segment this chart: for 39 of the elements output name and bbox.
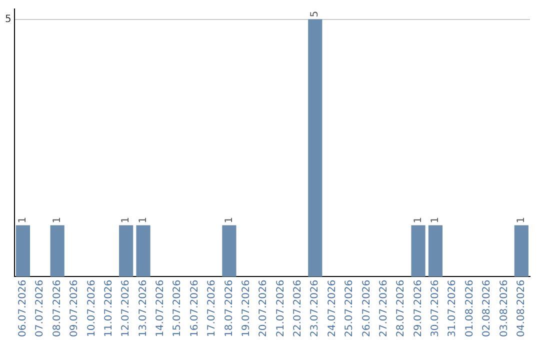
data-label: 1: [516, 216, 527, 224]
x-tick-label: 24.07.2026: [326, 280, 338, 338]
data-label: 1: [18, 216, 29, 224]
x-tick-label: 09.07.2026: [69, 280, 80, 338]
x-tick-label: 16.07.2026: [189, 280, 200, 338]
x-tick-label: 13.07.2026: [138, 280, 149, 338]
data-label: 1: [224, 216, 235, 224]
x-tick-label: 25.07.2026: [344, 280, 356, 338]
x-tick-label: 03.08.2026: [498, 280, 510, 338]
x-tick-label: 18.07.2026: [224, 280, 235, 338]
x-tick-label: 12.07.2026: [120, 280, 132, 338]
x-tick-label: 06.07.2026: [18, 280, 29, 338]
x-tick-label: 01.08.2026: [464, 280, 476, 338]
x-tick-label: 19.07.2026: [240, 280, 252, 338]
x-tick-label: 28.07.2026: [396, 280, 407, 338]
x-tick-label: 14.07.2026: [155, 280, 166, 338]
x-tick-label: 04.08.2026: [516, 280, 527, 338]
data-label: 1: [138, 216, 149, 224]
x-tick-label: 27.07.2026: [378, 280, 390, 338]
x-tick-label: 15.07.2026: [172, 280, 184, 338]
data-label: 1: [52, 216, 63, 224]
x-tick-label: 31.07.2026: [447, 280, 458, 338]
x-tick-label: 07.07.2026: [34, 280, 46, 338]
data-label: 1: [412, 216, 424, 224]
x-tick-label: 21.07.2026: [275, 280, 286, 338]
x-tick-label: 29.07.2026: [412, 280, 424, 338]
x-tick-label: 17.07.2026: [206, 280, 218, 338]
data-label: 5: [310, 10, 321, 18]
x-tick-label: 23.07.2026: [310, 280, 321, 338]
data-label: 1: [430, 216, 442, 224]
x-tick-label: 02.08.2026: [482, 280, 493, 338]
x-tick-label: 08.07.2026: [52, 280, 63, 338]
x-tick-label: 11.07.2026: [103, 280, 114, 338]
data-label: 1: [120, 216, 132, 224]
x-tick-label: 30.07.2026: [430, 280, 442, 338]
x-tick-label: 26.07.2026: [361, 280, 372, 338]
x-tick-label: 10.07.2026: [86, 280, 98, 338]
x-tick-label: 22.07.2026: [292, 280, 304, 338]
x-tick-label: 20.07.2026: [258, 280, 270, 338]
